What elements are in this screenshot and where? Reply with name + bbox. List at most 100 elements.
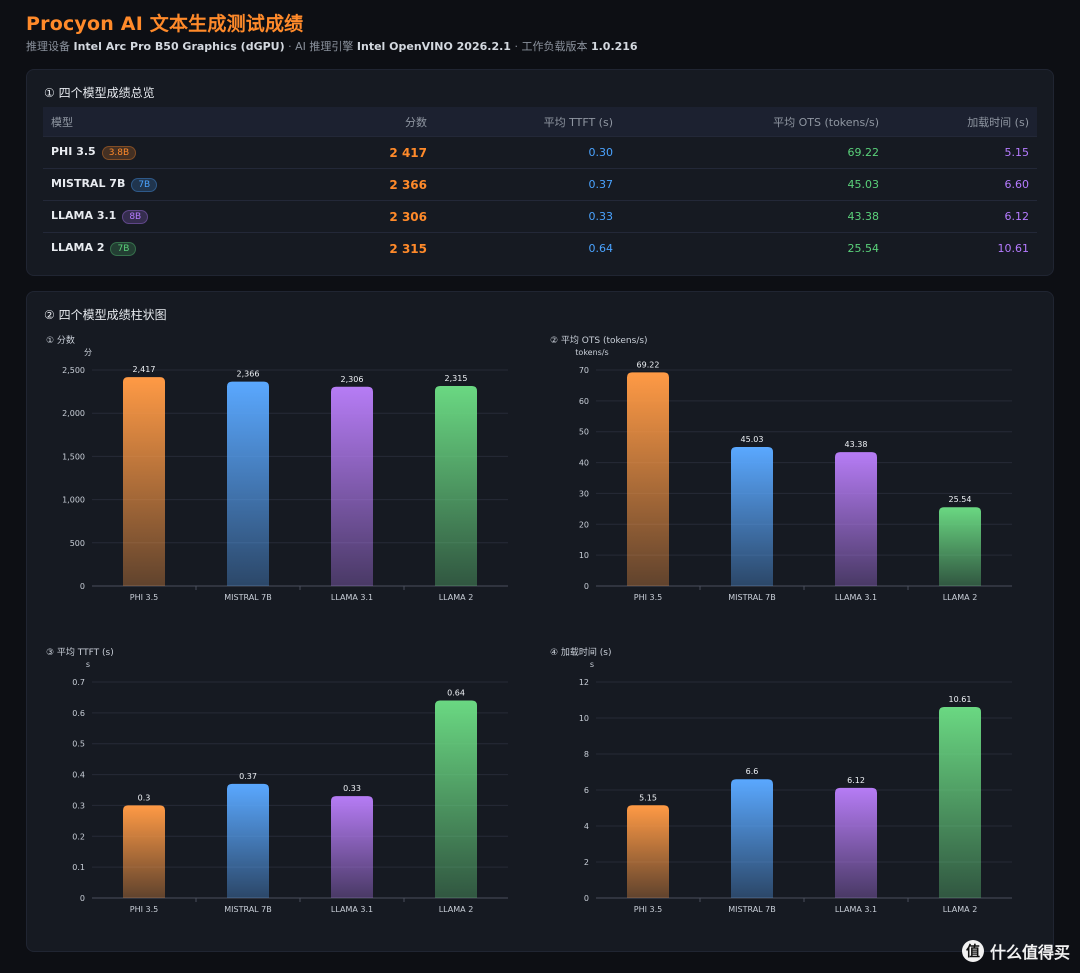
y-unit-label: s xyxy=(590,660,594,669)
bar-value-label: 2,315 xyxy=(445,374,468,383)
bar xyxy=(731,447,773,586)
model-name: PHI 3.5 xyxy=(51,145,96,158)
y-tick-label: 0 xyxy=(80,894,85,903)
y-tick-label: 1,500 xyxy=(62,452,85,461)
y-tick-label: 10 xyxy=(579,551,589,560)
y-tick-label: 0 xyxy=(584,894,589,903)
x-tick-label: MISTRAL 7B xyxy=(728,905,776,914)
y-unit-label: 分 xyxy=(84,348,92,357)
watermark: 值 什么值得买 xyxy=(961,939,1070,963)
summary-title: ① 四个模型成绩总览 xyxy=(44,86,155,100)
y-tick-label: 500 xyxy=(70,539,85,548)
load-cell: 6.12 xyxy=(887,200,1037,233)
x-tick-label: MISTRAL 7B xyxy=(728,593,776,602)
x-tick-label: MISTRAL 7B xyxy=(224,905,272,914)
y-tick-label: 60 xyxy=(579,397,589,406)
model-size-badge: 3.8B xyxy=(101,146,137,160)
bar xyxy=(227,381,269,586)
score-cell: 2 315 xyxy=(309,232,435,264)
bar-value-label: 43.38 xyxy=(845,440,868,449)
table-row: LLAMA 2 7B 2 315 0.64 25.54 10.61 xyxy=(43,232,1037,264)
model-name: LLAMA 2 xyxy=(51,241,105,254)
chart-score: ① 分数 分 0 500 1,000 1,500 2,000 2,500 2,417 PHI 3… xyxy=(46,333,516,613)
x-tick-label: LLAMA 3.1 xyxy=(835,905,877,914)
engine-value: Intel OpenVINO 2026.2.1 xyxy=(356,40,511,53)
chart-title: ① 分数 xyxy=(46,336,75,346)
chart-svg: 分 0 500 1,000 1,500 2,000 2,500 2,417 PHI 3.5 2,3… xyxy=(62,348,508,602)
ttft-cell: 0.37 xyxy=(435,168,621,201)
y-tick-label: 2,000 xyxy=(62,409,85,418)
table-row: MISTRAL 7B 7B 2 366 0.37 45.03 6.60 xyxy=(43,168,1037,201)
bar-value-label: 0.33 xyxy=(343,784,361,793)
chart-svg: s 0 0.1 0.2 0.3 0.4 0.5 0.6 0.7 0.3 PHI 3.5 0.37 MIS… xyxy=(72,660,508,914)
chart-title: ③ 平均 TTFT (s) xyxy=(46,648,114,658)
ttft-cell: 0.64 xyxy=(435,232,621,264)
summary-table: 模型 分数 平均 TTFT (s) 平均 OTS (tokens/s) 加载时间… xyxy=(43,107,1037,264)
x-tick-label: LLAMA 2 xyxy=(943,593,978,602)
y-tick-label: 0 xyxy=(80,582,85,591)
chart-svg: tokens/s 0 10 20 30 40 50 60 70 69.22 PHI 3.5 45.03… xyxy=(575,348,1012,602)
load-cell: 6.60 xyxy=(887,168,1037,201)
ttft-cell: 0.30 xyxy=(435,136,621,169)
model-name: MISTRAL 7B xyxy=(51,177,126,190)
y-tick-label: 0.2 xyxy=(72,832,85,841)
model-size-badge: 7B xyxy=(131,178,158,192)
bar-value-label: 2,366 xyxy=(237,370,260,379)
bar xyxy=(435,700,477,898)
score-cell: 2 366 xyxy=(309,168,435,201)
x-tick-label: LLAMA 3.1 xyxy=(835,593,877,602)
score-cell: 2 306 xyxy=(309,200,435,233)
summary-card: ① 四个模型成绩总览 模型 分数 平均 TTFT (s) 平均 OTS (tok… xyxy=(26,69,1054,276)
y-tick-label: 70 xyxy=(579,366,589,375)
version-label: · 工作负载版本 xyxy=(514,40,588,53)
bar xyxy=(939,707,981,898)
x-tick-label: LLAMA 3.1 xyxy=(331,593,373,602)
y-unit-label: tokens/s xyxy=(575,348,608,357)
y-tick-label: 0 xyxy=(584,582,589,591)
chart-title: ② 平均 OTS (tokens/s) xyxy=(550,336,648,346)
y-tick-label: 0.7 xyxy=(72,678,85,687)
brand-logo-icon: 值 xyxy=(961,940,984,962)
col-load: 加载时间 (s) xyxy=(887,107,1037,137)
x-tick-label: LLAMA 2 xyxy=(439,905,474,914)
bar xyxy=(835,787,877,898)
ots-cell: 69.22 xyxy=(621,136,887,169)
bar xyxy=(731,779,773,898)
x-tick-label: LLAMA 3.1 xyxy=(331,905,373,914)
ots-cell: 43.38 xyxy=(621,200,887,233)
y-tick-label: 40 xyxy=(579,459,589,468)
x-tick-label: PHI 3.5 xyxy=(130,905,158,914)
bar xyxy=(123,805,165,898)
y-tick-label: 2,500 xyxy=(62,366,85,375)
table-row: LLAMA 3.1 8B 2 306 0.33 43.38 6.12 xyxy=(43,200,1037,233)
y-tick-label: 0.4 xyxy=(72,771,85,780)
bar-value-label: 0.64 xyxy=(447,689,465,698)
bar-value-label: 0.3 xyxy=(138,793,151,802)
bar-value-label: 6.12 xyxy=(847,776,865,785)
y-tick-label: 0.6 xyxy=(72,709,85,718)
col-model: 模型 xyxy=(43,107,309,137)
y-tick-label: 1,000 xyxy=(62,496,85,505)
col-ttft: 平均 TTFT (s) xyxy=(435,107,621,137)
device-label: 推理设备 xyxy=(26,40,70,53)
y-tick-label: 50 xyxy=(579,428,589,437)
bar xyxy=(123,377,165,586)
chart-svg: s 0 2 4 6 8 10 12 5.15 PHI 3.5 6.6 MISTRAL 7B 6.12 LL… xyxy=(579,660,1012,914)
table-header-row: 模型 分数 平均 TTFT (s) 平均 OTS (tokens/s) 加载时间… xyxy=(43,107,1037,137)
y-unit-label: s xyxy=(86,660,90,669)
ots-cell: 45.03 xyxy=(621,168,887,201)
x-tick-label: PHI 3.5 xyxy=(634,905,662,914)
bar xyxy=(435,385,477,586)
y-tick-label: 12 xyxy=(579,678,589,687)
y-tick-label: 0.3 xyxy=(72,801,85,810)
model-size-badge: 8B xyxy=(122,210,149,224)
y-tick-label: 6 xyxy=(584,786,589,795)
chart-load-time: ④ 加载时间 (s) s 0 2 4 6 8 10 12 5.15 PHI 3.5 6.6 MISTR… xyxy=(550,645,1020,925)
bar xyxy=(939,507,981,586)
bar xyxy=(627,805,669,898)
brand-text: 什么值得买 xyxy=(989,943,1070,962)
bar-value-label: 6.6 xyxy=(746,767,759,776)
x-tick-label: MISTRAL 7B xyxy=(224,593,272,602)
ttft-cell: 0.33 xyxy=(435,200,621,233)
device-value: Intel Arc Pro B50 Graphics (dGPU) xyxy=(73,40,285,53)
